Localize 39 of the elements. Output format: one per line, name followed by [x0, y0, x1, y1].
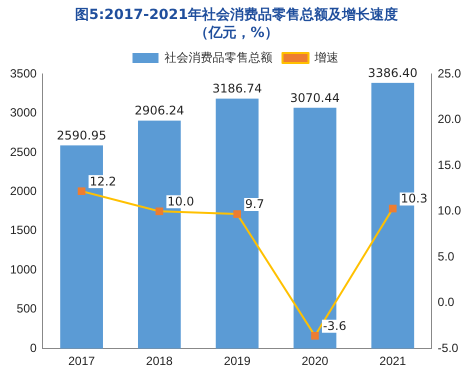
data-label: 2906.24	[134, 104, 184, 118]
point	[388, 204, 397, 212]
point	[311, 332, 319, 340]
point	[233, 210, 241, 218]
legend-label: 社会消费品零售总额	[164, 50, 272, 64]
x-tick-label: 2018	[146, 354, 174, 368]
chart-title: 图5:2017-2021年社会消费品零售总额及增长速度	[74, 6, 400, 24]
data-label: -3.6	[322, 318, 346, 333]
y-tick-label: 2000	[10, 184, 38, 198]
y-tick-label: 500	[16, 302, 38, 316]
x-tick-label: 2021	[379, 354, 406, 368]
data-label: 10.0	[167, 194, 194, 208]
data-label: 12.2	[90, 174, 116, 188]
x-tick-label: 2020	[302, 354, 329, 368]
x-tick-label: 2017	[68, 354, 96, 368]
data-label: 9.7	[245, 197, 264, 212]
data-label: 3386.40	[368, 66, 418, 80]
y-tick-label: 3500	[10, 66, 38, 80]
data-label: 3070.44	[290, 90, 340, 105]
y2-tick-label: 0.0	[438, 295, 455, 310]
y2-tick-label: 10.0	[438, 204, 462, 218]
point	[156, 207, 164, 216]
y2-tick-label: 25.0	[438, 66, 462, 80]
data-label: 10.3	[400, 192, 428, 206]
y-tick-label: 2500	[10, 144, 38, 159]
x-tick-label: 2019	[224, 354, 251, 368]
chart-subtitle: （亿元，%）	[193, 24, 280, 42]
y2-tick-label: 5.0	[438, 249, 455, 264]
data-label: 3186.74	[212, 82, 262, 96]
y-tick-label: 1500	[10, 223, 38, 238]
legend-label: 增速	[314, 50, 338, 64]
point	[78, 187, 86, 195]
y2-tick-label: -5.0	[438, 340, 459, 355]
data-label: 2590.95	[56, 128, 106, 142]
y2-tick-label: 15.0	[438, 158, 462, 172]
y-tick-label: 0	[30, 340, 38, 355]
y2-tick-label: 20.0	[438, 112, 462, 126]
y-tick-label: 1000	[10, 262, 38, 276]
y-tick-label: 3000	[10, 106, 38, 120]
